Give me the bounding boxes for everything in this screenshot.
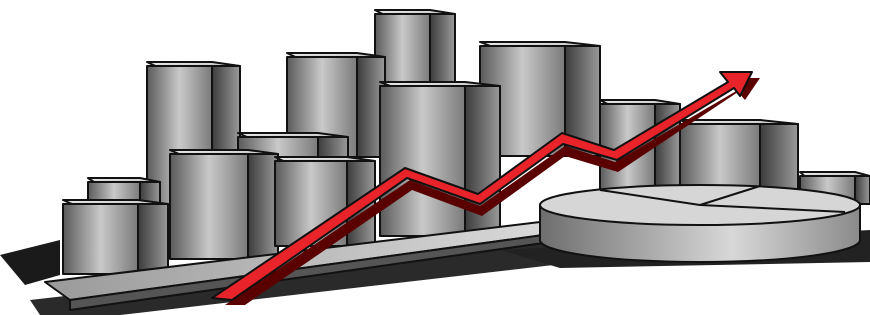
building-side — [138, 204, 168, 274]
building-side — [855, 176, 870, 204]
building-front — [63, 204, 138, 274]
building-front — [170, 154, 248, 259]
shadow — [0, 240, 60, 285]
business-growth-illustration — [0, 0, 870, 315]
page: (() => { const svg = document.getElement… — [0, 0, 870, 315]
building-front — [380, 86, 465, 236]
pie-disk — [540, 185, 860, 262]
building-side — [248, 154, 278, 259]
